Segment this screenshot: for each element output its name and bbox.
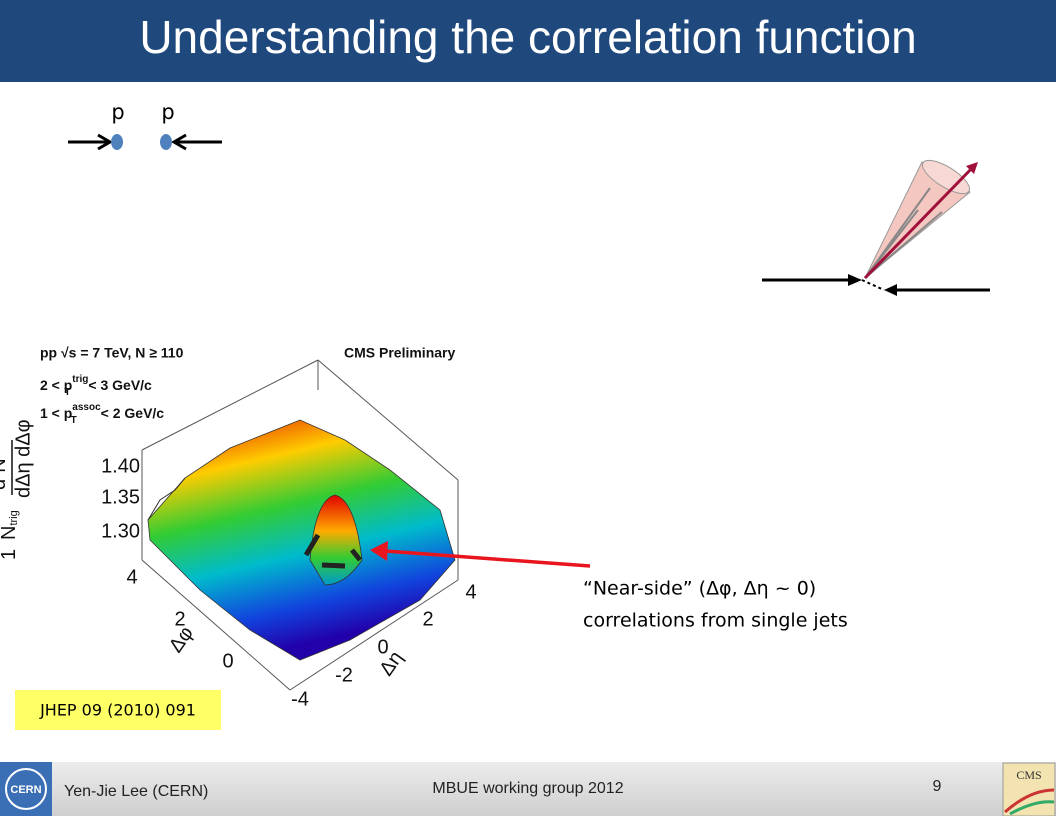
- dphi-tick-label: 2: [174, 608, 185, 630]
- reference-box: [15, 690, 221, 730]
- svg-text:dΔη dΔφ: dΔη dΔφ: [12, 419, 34, 498]
- deta-tick-label: 4: [465, 581, 476, 603]
- page-number: 9: [933, 778, 942, 795]
- annotation: correlations from single jets: [583, 610, 848, 632]
- cern-logo-ring: [5, 768, 47, 810]
- plot-cut: 2 < ptrig T < 3 GeV/c: [40, 374, 152, 398]
- z-tick-label: 1.35: [101, 486, 140, 508]
- cms-logo-track: [1009, 800, 1055, 816]
- svg-text:Ntrig: Ntrig: [0, 510, 20, 540]
- z-tick-label: 1.30: [101, 520, 140, 542]
- cern-logo-text: CERN: [10, 784, 41, 796]
- svg-text:1: 1: [0, 549, 20, 560]
- deta-tick-label: 2: [422, 608, 433, 630]
- dphi-tick-label: 0: [222, 650, 233, 672]
- dphi-axis-label: Δφ: [165, 622, 198, 656]
- deta-tick-label: 0: [377, 636, 388, 658]
- annotation: “Near-side” (Δφ, Δη ~ 0): [583, 578, 816, 600]
- dphi-tick-label: 4: [126, 566, 137, 588]
- plot-system: pp √s = 7 TeV, N ≥ 110: [40, 345, 184, 361]
- z-axis-label: 1 Ntrig d2Npair dΔη dΔφ: [0, 419, 34, 560]
- title-bar: [0, 0, 1056, 82]
- beam-diagram: [68, 133, 222, 151]
- deta-tick-label: -2: [335, 664, 353, 686]
- plot-experiment: CMS Preliminary: [344, 345, 455, 361]
- jet-diagram: [762, 159, 990, 296]
- cms-logo-text: CMS: [1016, 768, 1041, 782]
- deta-tick-label: -4: [291, 688, 309, 710]
- proton: [111, 134, 123, 150]
- proton: [160, 134, 172, 150]
- reference: JHEP 09 (2010) 091: [39, 701, 196, 720]
- svg-text:d2Npair: d2Npair: [0, 440, 10, 490]
- beam-label: p: [161, 100, 174, 124]
- cern-logo: [0, 762, 52, 816]
- beam-label: p: [111, 100, 124, 124]
- surface-plot: [141, 359, 459, 691]
- pointer-arrow: [384, 549, 591, 568]
- footer-bar: [0, 762, 1056, 816]
- slide-title: Understanding the correlation function: [139, 11, 916, 63]
- footer-author: Yen-Jie Lee (CERN): [64, 783, 208, 800]
- pointer-arrow-head: [370, 541, 388, 561]
- footer-event: MBUE working group 2012: [432, 780, 623, 797]
- cms-logo-track: [1004, 788, 1055, 814]
- plot-cut: 1 < passoc T < 2 GeV/c: [40, 402, 164, 426]
- z-tick-label: 1.40: [101, 455, 140, 477]
